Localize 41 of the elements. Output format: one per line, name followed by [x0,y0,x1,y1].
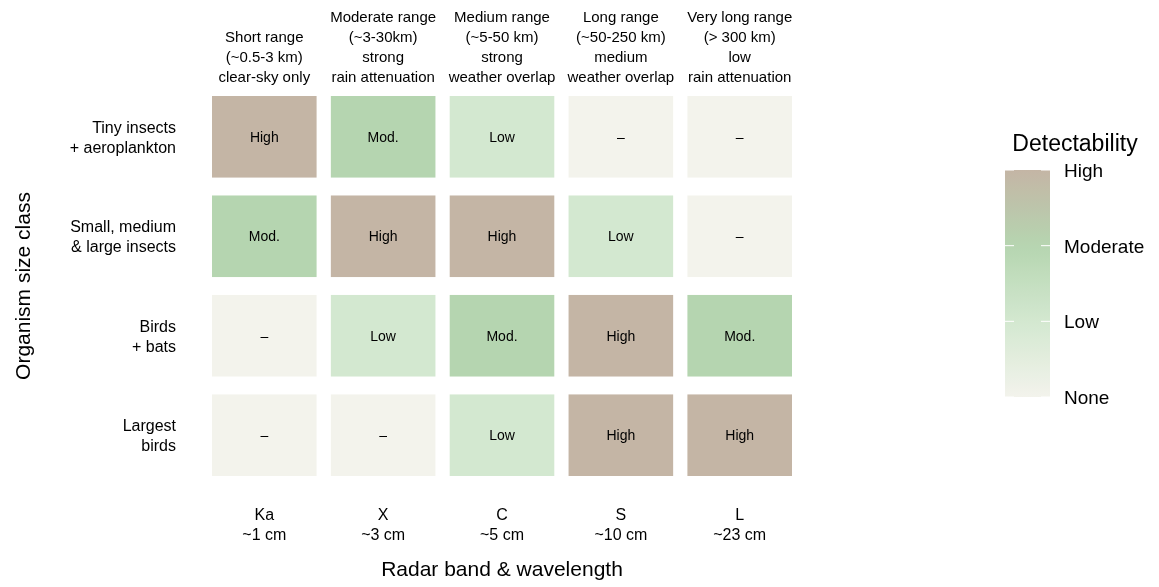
data-label: Low [489,427,516,444]
data-label: Low [370,327,397,344]
data-label: High [606,427,636,444]
data-label: Low [489,128,516,145]
data-label: – [260,427,269,444]
data-label: – [735,228,744,245]
x-tick-label: X ~3 cm [361,506,406,543]
data-label: High [725,427,755,444]
y-axis-title: Organism size class [11,192,34,380]
text: Moderate range (~3-30km) strong rain attenuation [330,8,437,85]
y-tick-label: Birds + bats [131,317,176,355]
data-label: – [260,327,269,344]
x-tick-label: Ka ~1 cm [242,506,287,543]
color-bar-label: Moderate [1064,235,1145,257]
x-tick-label: S ~10 cm [594,506,648,543]
legend-title: Detectability [1012,130,1139,156]
text: Very long range (> 300 km) low rain attenuation [687,8,793,85]
data-label: – [735,128,744,145]
y-tick-label: Small, medium & large insects [70,218,176,256]
y-tick-label: Tiny insects + aeroplankton [69,118,176,156]
text: Medium range (~5-50 km) strong weather overlap [447,8,556,85]
x-tick-label: L ~23 cm [713,506,767,543]
color-bar-label: None [1064,387,1110,408]
x-tick-label: C ~5 cm [479,506,525,543]
x-axis-title: Radar band & wavelength [381,557,623,580]
data-label: Mod. [486,327,518,344]
data-label: Mod. [724,327,756,344]
data-label: Mod. [367,128,399,145]
color-bar-label: Low [1064,311,1100,333]
data-label: High [368,228,398,245]
data-label: High [487,228,517,245]
text: Long range (~50-250 km) medium weather overlap [566,8,675,85]
data-label: – [379,427,388,444]
data-label: High [249,128,279,145]
data-label: Low [608,228,635,245]
y-tick-label: Largest birds [122,417,177,455]
data-label: High [606,327,636,344]
text: Short range (~0.5-3 km) clear-sky only [218,28,311,85]
color-bar-label: High [1064,160,1104,181]
data-label: Mod. [248,228,280,245]
data-label: – [616,128,625,145]
